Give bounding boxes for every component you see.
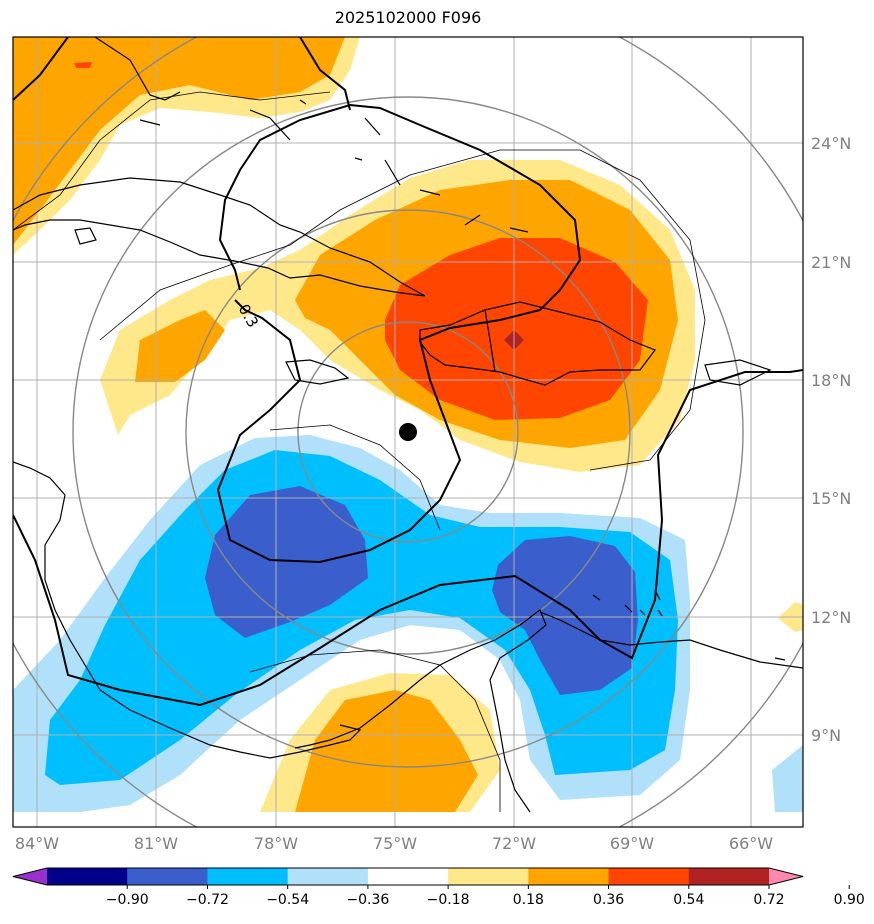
- lat-label: 21°N: [811, 253, 851, 272]
- colorbar-segment: [207, 868, 289, 885]
- colorbar-segment: [528, 868, 610, 885]
- colorbar-tick-label: 0.36: [593, 892, 624, 908]
- map-title: 2025102000 F096: [334, 8, 482, 27]
- bold-contours: [13, 37, 803, 707]
- colorbar-tick-label: −0.90: [106, 892, 149, 908]
- panama-colombia-coast: [294, 609, 547, 813]
- lat-label: 15°N: [811, 489, 851, 508]
- lon-label: 84°W: [15, 834, 59, 853]
- lon-label: 78°W: [254, 834, 298, 853]
- isla-juventud: [74, 227, 97, 245]
- colorbar: −0.90 −0.72 −0.54 −0.36 −0.18 0.18 0.36 0.54 0.7…: [12, 867, 865, 908]
- isla-margarita: [774, 657, 786, 661]
- florida-coast: [94, 37, 181, 126]
- colorbar-extend-high: [769, 868, 803, 885]
- puerto-rico-coast: [704, 359, 772, 386]
- bahamas-islands: [249, 99, 529, 233]
- anomaly-fill-red: [74, 62, 92, 68]
- colorbar-tick-label: 0.18: [513, 892, 544, 908]
- lat-label: 12°N: [811, 608, 851, 627]
- anomaly-fill-red: [385, 238, 648, 420]
- map-plot-area: 0.3: [13, 37, 803, 827]
- lon-label: 75°W: [373, 834, 417, 853]
- storm-center-dot: [399, 423, 417, 441]
- lesser-antilles: [592, 589, 663, 617]
- latitude-labels: 24°N 21°N 18°N 15°N 12°N 9°N: [811, 134, 851, 745]
- lat-label: 9°N: [811, 726, 841, 745]
- colorbar-segment: [287, 868, 369, 885]
- colorbar-tick-label: −0.18: [427, 892, 470, 908]
- range-rings: [13, 37, 803, 827]
- graticule: [13, 37, 803, 827]
- coastlines: [13, 37, 803, 813]
- colorbar-segment: [367, 868, 449, 885]
- colorbar-segment: [608, 868, 690, 885]
- lon-label: 81°W: [134, 834, 178, 853]
- anomaly-fill-orange: [13, 37, 345, 245]
- colorbar-tick-label: 0.90: [834, 892, 865, 908]
- hispaniola-coast: [419, 301, 656, 386]
- jamaica-coast: [285, 359, 350, 385]
- map-frame: [12, 36, 804, 828]
- anomaly-fill-royalblue: [205, 486, 368, 638]
- venezuela-coast: [539, 611, 803, 669]
- colorbar-extend-low: [13, 868, 47, 885]
- colorbar-tick-label: −0.36: [346, 892, 389, 908]
- colorbar-tick-label: 0.54: [673, 892, 704, 908]
- colorbar-tick-label: −0.72: [186, 892, 229, 908]
- lon-label: 72°W: [492, 834, 536, 853]
- lon-label: 69°W: [610, 834, 654, 853]
- lon-label: 66°W: [729, 834, 773, 853]
- central-america-coast: [13, 461, 362, 759]
- lat-label: 24°N: [811, 134, 851, 153]
- colorbar-segment: [448, 868, 529, 885]
- anomaly-fill-royalblue: [492, 536, 638, 695]
- longitude-labels: 84°W 81°W 78°W 75°W 72°W 69°W 66°W: [15, 834, 773, 853]
- lat-label: 18°N: [811, 371, 851, 390]
- anomaly-fill-orange: [135, 310, 225, 382]
- colorbar-segment: [688, 868, 770, 885]
- cuba-coast: [13, 177, 426, 297]
- anomaly-fill-orange: [295, 690, 478, 812]
- anomaly-fill-lightblue: [772, 745, 803, 812]
- colorbar-tick-label: 0.72: [753, 892, 784, 908]
- colorbar-tick-label: −0.54: [266, 892, 309, 908]
- colorbar-segment: [47, 868, 128, 885]
- colorbar-segment: [127, 868, 208, 885]
- colorbar-outline: [12, 867, 804, 886]
